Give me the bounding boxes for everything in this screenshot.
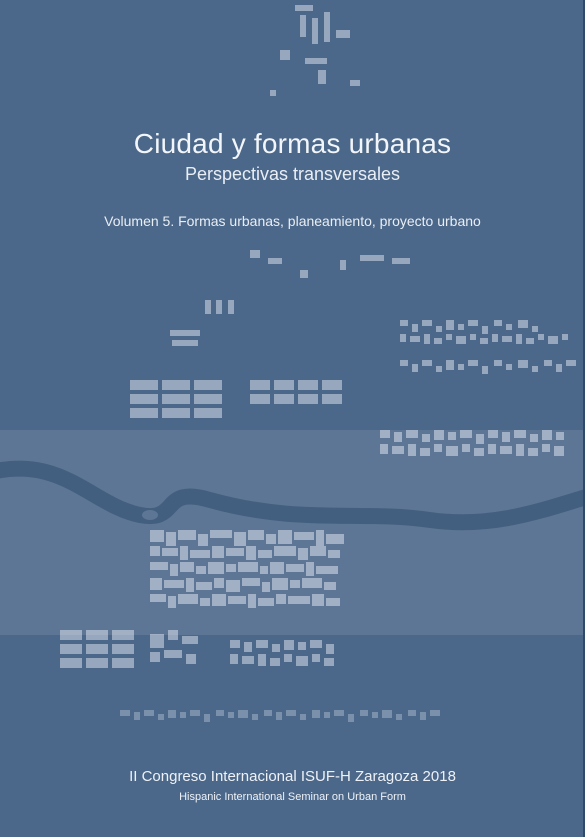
highlight-band	[0, 430, 585, 635]
congress-line: II Congreso Internacional ISUF-H Zaragoz…	[0, 768, 585, 785]
cover-subtitle: Perspectivas transversales	[0, 164, 585, 185]
map-figure-ground	[0, 0, 585, 837]
title-block: Ciudad y formas urbanas Perspectivas tra…	[0, 128, 585, 229]
cover-title: Ciudad y formas urbanas	[0, 128, 585, 160]
book-cover: Ciudad y formas urbanas Perspectivas tra…	[0, 0, 585, 837]
cover-volume: Volumen 5. Formas urbanas, planeamiento,…	[0, 213, 585, 229]
footer-block: II Congreso Internacional ISUF-H Zaragoz…	[0, 768, 585, 803]
seminar-line: Hispanic International Seminar on Urban …	[0, 791, 585, 803]
